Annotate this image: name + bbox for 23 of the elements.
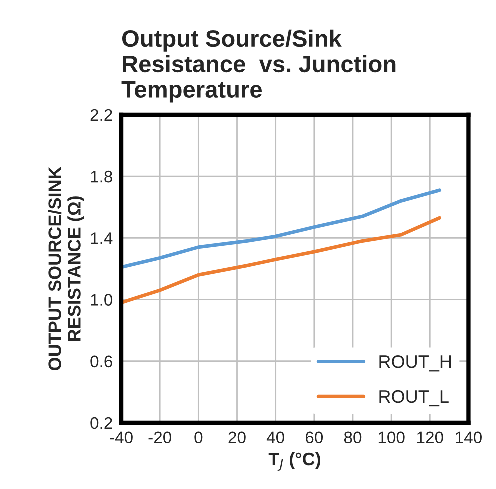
line-series <box>122 188 442 270</box>
x-tick-label: 20 <box>228 432 246 444</box>
x-tick-label: 100 <box>378 432 405 444</box>
x-tick-label: -40 <box>110 432 133 444</box>
x-tick-label: 140 <box>456 432 482 444</box>
y-tick-label: 1.8 <box>91 170 112 183</box>
y-axis-title: OUTPUT SOURCE/SINK RESISTANCE (Ω) <box>48 166 84 371</box>
legend-label: ROUT_L <box>380 390 449 407</box>
legend-label: ROUT_H <box>380 355 451 372</box>
y-tick-label: 0.6 <box>90 356 112 368</box>
y-tick-label: 2.2 <box>90 109 112 121</box>
x-tick-label: 80 <box>344 432 362 444</box>
y-tick-label: 1.4 <box>91 232 113 244</box>
y-tick-label: 0.2 <box>90 417 112 430</box>
y-tick-label: 1.0 <box>91 294 113 306</box>
x-tick-label: 120 <box>418 432 444 444</box>
x-tick-label: 0 <box>194 432 203 444</box>
chart-title: Output Source/Sink Resistance vs. Junction Temperature <box>122 30 396 103</box>
x-tick-label: -20 <box>148 432 172 444</box>
x-tick-label: 60 <box>306 432 324 444</box>
x-tick-label: 40 <box>266 432 284 444</box>
line-series <box>122 216 442 305</box>
x-axis-title: T$_{J}$ (°C) <box>268 452 320 471</box>
